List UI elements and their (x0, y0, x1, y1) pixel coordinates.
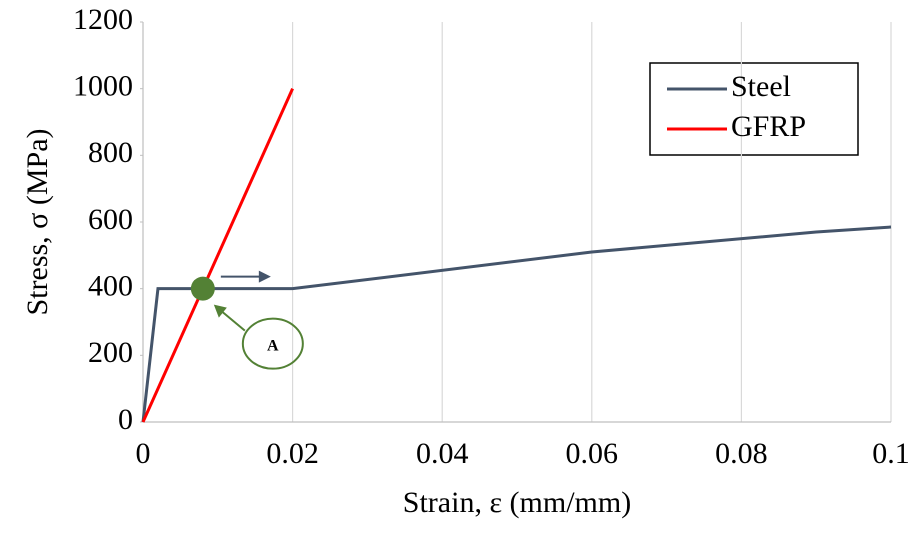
annotation-arrow (220, 309, 246, 332)
arrow-head (258, 270, 271, 283)
y-tick-label: 0 (118, 403, 133, 436)
y-tick-label: 1000 (73, 70, 133, 103)
x-tick-label: 0.06 (566, 437, 619, 470)
y-tick-label: 1200 (73, 3, 133, 36)
legend-box (649, 62, 859, 156)
point-a (190, 276, 215, 301)
y-axis-title: Stress, σ (MPa) (21, 128, 54, 315)
x-tick-label: 0.1 (872, 437, 910, 470)
y-tick-label: 200 (88, 336, 133, 369)
x-tick-label: 0.08 (715, 437, 768, 470)
x-axis-title: Strain, ε (mm/mm) (403, 486, 631, 519)
y-tick-label: 400 (88, 270, 133, 303)
y-tick-label: 800 (88, 136, 133, 169)
series-line (141, 225, 892, 423)
x-tick-label: 0.02 (266, 437, 319, 470)
series-line (141, 88, 294, 423)
y-tick-label: 600 (88, 203, 133, 236)
x-tick-label: 0.04 (416, 437, 469, 470)
annotation-arrow-head (213, 304, 227, 318)
x-tick-label: 0 (136, 437, 151, 470)
legend-label: Steel (731, 70, 791, 103)
annotation-label: A (267, 337, 279, 354)
legend-label: GFRP (731, 110, 806, 143)
annotation-circle (241, 317, 304, 370)
